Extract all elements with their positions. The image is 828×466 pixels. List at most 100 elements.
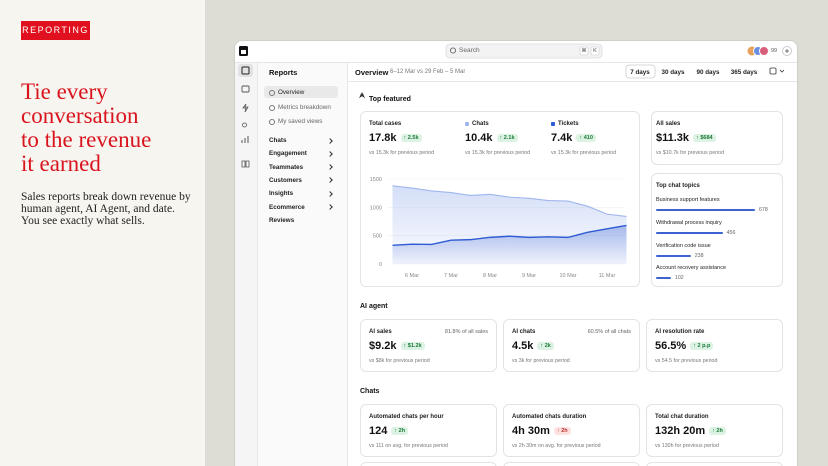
rail-icon[interactable] <box>242 103 249 113</box>
topic-label: Withdrawal process inquiry <box>656 219 722 226</box>
topic-value: 456 <box>726 229 736 236</box>
metric-note: vs 15.3k for previous period <box>551 150 617 156</box>
nav-item[interactable]: Metrics breakdown <box>278 103 331 111</box>
y-tick-label: 1500 <box>370 177 382 183</box>
metric-note: vs 54.5 for previous period <box>655 358 718 364</box>
headline: Tie every <box>21 79 108 104</box>
topic-value: 102 <box>674 275 684 282</box>
nav-section[interactable]: Insights <box>269 190 294 198</box>
metric-label: AI resolution rate <box>655 329 705 335</box>
nav-icon <box>269 119 275 125</box>
metric-label: AI sales <box>369 329 392 335</box>
nav-section[interactable]: Engagement <box>269 150 307 158</box>
calendar[interactable] <box>769 67 777 75</box>
metric-label: Tickets <box>558 121 579 127</box>
card <box>646 462 783 466</box>
topic-value: 678 <box>758 207 768 213</box>
nav-active <box>264 86 338 98</box>
topic-label: Account recovery assistance <box>656 265 727 272</box>
topbar-divider <box>235 62 797 63</box>
topic-bar <box>656 277 671 280</box>
section-title: Chats <box>360 388 380 395</box>
metric-label: Chats <box>472 121 489 127</box>
x-tick-label: 7 Mar <box>444 273 458 279</box>
icon-rail <box>235 62 258 466</box>
plus <box>785 49 789 53</box>
metric-value: 132h 20m <box>655 425 706 437</box>
card <box>503 404 640 457</box>
line-chart: 0 500 1000 1500 6 Mar 7 Mar 8 Mar 9 Mar 10 Mar 11… <box>370 177 627 279</box>
nav-section[interactable]: Customers <box>269 176 302 184</box>
rail-icon[interactable] <box>241 136 249 143</box>
value-row: 124 ↑ 2h <box>369 425 409 437</box>
metric-value: $9.2k <box>369 340 397 352</box>
metric-share: 60.5% of all chats <box>587 329 631 335</box>
metric-note: vs 3k for previous period <box>512 358 570 364</box>
range-option[interactable]: 365 days <box>730 68 758 76</box>
rail-icon[interactable] <box>241 85 250 93</box>
range-option[interactable]: 7 days <box>630 68 650 76</box>
value-row: 10.4k ↑ 2.1k <box>465 132 518 144</box>
metric-value: 124 <box>369 425 388 437</box>
headline: conversation <box>21 103 139 128</box>
rail-icon[interactable] <box>241 160 250 168</box>
metric-value: 4h 30m <box>512 425 550 437</box>
metric-note: vs 2h 30m on avg. for previous period <box>512 443 601 449</box>
value-row: $9.2k ↑ $1.2k <box>369 340 425 352</box>
metric-value: $11.3k <box>656 132 690 144</box>
value-row: 17.8k ↑ 2.5k <box>369 132 422 144</box>
nav-section[interactable]: Ecommerce <box>269 203 305 211</box>
change-badge: ↑ 2.1k <box>496 134 518 142</box>
nav-section[interactable]: Teammates <box>269 163 304 171</box>
search-placeholder: Search <box>459 47 480 54</box>
star <box>358 92 366 99</box>
metric-label: All sales <box>656 121 681 127</box>
series-area <box>392 225 627 264</box>
y-tick-label: 0 <box>379 262 382 268</box>
nav-item[interactable]: My saved views <box>278 118 323 125</box>
change-badge: ↑ 2h <box>553 427 571 435</box>
avatar <box>759 46 769 56</box>
metric-label: Total cases <box>369 121 402 127</box>
topic-value: 238 <box>694 252 704 259</box>
body-text: Sales reports break down revenue by <box>21 191 191 203</box>
change-badge: ↑ 2 p.p <box>690 342 714 350</box>
headline: it earned <box>21 151 101 176</box>
section-title: Top featured <box>369 96 411 103</box>
card <box>651 111 783 165</box>
card <box>360 319 497 372</box>
metric-share: 81.8% of all sales <box>444 329 488 335</box>
nav-icon <box>269 104 275 111</box>
search-box[interactable] <box>445 43 603 59</box>
metric-note: vs 15.3k for previous period <box>465 150 531 156</box>
range-option[interactable]: 90 days <box>696 68 720 76</box>
metric-label: Automated chats duration <box>512 414 587 420</box>
nav-section[interactable]: Reviews <box>269 216 295 224</box>
metric-note: vs 111 on avg. for previous period <box>369 443 449 449</box>
metric-note: vs 130h for previous period <box>655 443 719 449</box>
topic-bar <box>656 254 691 257</box>
rail-icon[interactable] <box>242 122 247 128</box>
nav-icon <box>269 90 275 96</box>
range-selected[interactable] <box>625 64 656 79</box>
card <box>503 462 640 466</box>
page-title: Overview <box>355 68 389 77</box>
chevron <box>779 69 785 73</box>
x-tick-label: 9 Mar <box>522 273 536 279</box>
topic-bar <box>656 231 723 234</box>
change-badge: ↑ $1.2k <box>400 342 425 350</box>
nav-item[interactable]: Overview <box>278 89 305 96</box>
value-row: $11.3k ↑ $684 <box>656 132 716 144</box>
range-option[interactable]: 30 days <box>661 68 685 76</box>
topic-label: Business support features <box>656 197 720 203</box>
shortcut-key: K <box>593 47 597 54</box>
sidebar <box>258 62 348 466</box>
rail-icon[interactable] <box>241 66 250 75</box>
x-tick-label: 8 Mar <box>483 273 497 279</box>
nav-section[interactable]: Chats <box>269 137 287 144</box>
value-row: 132h 20m ↑ 2h <box>655 425 726 437</box>
shortcut-key: ⌘ <box>581 47 587 54</box>
metric-note: vs $8k for previous period <box>369 358 430 364</box>
